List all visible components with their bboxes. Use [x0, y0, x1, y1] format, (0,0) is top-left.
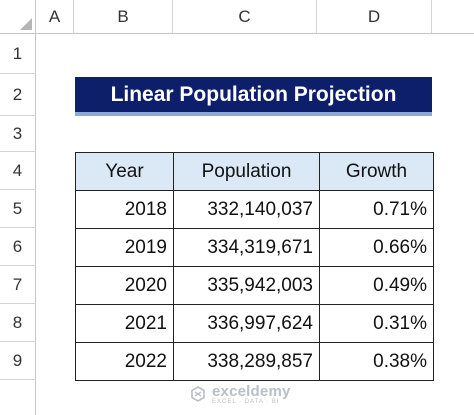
population-cell[interactable]: 332,140,037: [173, 190, 320, 229]
row-header-9[interactable]: 9: [0, 342, 36, 380]
population-cell[interactable]: 335,942,003: [173, 266, 320, 305]
row-header-8[interactable]: 8: [0, 304, 36, 342]
row-header-1[interactable]: 1: [0, 34, 36, 74]
table-header-row: Year Population Growth: [75, 152, 434, 191]
exceldemy-watermark: exceldemy EXCEL · DATA · BI: [190, 383, 291, 405]
column-header-b[interactable]: B: [74, 0, 173, 34]
row-header-10[interactable]: [0, 380, 36, 415]
select-all-triangle-icon: [20, 18, 32, 30]
year-cell[interactable]: 2018: [75, 190, 174, 229]
year-cell[interactable]: 2021: [75, 304, 174, 343]
column-header-a[interactable]: A: [36, 0, 74, 34]
population-table: Year Population Growth 2018 332,140,037 …: [75, 152, 434, 381]
year-cell[interactable]: 2020: [75, 266, 174, 305]
select-all-corner[interactable]: [0, 0, 36, 34]
column-header-d[interactable]: D: [317, 0, 432, 34]
growth-cell[interactable]: 0.49%: [319, 266, 434, 305]
year-cell[interactable]: 2022: [75, 342, 174, 381]
growth-cell[interactable]: 0.31%: [319, 304, 434, 343]
watermark-name: exceldemy: [212, 383, 291, 400]
row-header-5[interactable]: 5: [0, 190, 36, 228]
row-header-6[interactable]: 6: [0, 228, 36, 266]
population-cell[interactable]: 334,319,671: [173, 228, 320, 267]
row-header-7[interactable]: 7: [0, 266, 36, 304]
table-row: 2022 338,289,857 0.38%: [75, 342, 434, 381]
row-header-2[interactable]: 2: [0, 74, 36, 116]
header-growth-cell[interactable]: Growth: [319, 152, 434, 191]
watermark-tagline: EXCEL · DATA · BI: [212, 399, 280, 405]
row-header-3[interactable]: 3: [0, 116, 36, 152]
population-cell[interactable]: 336,997,624: [173, 304, 320, 343]
sheet-title-cell[interactable]: Linear Population Projection: [75, 77, 432, 116]
table-row: 2019 334,319,671 0.66%: [75, 228, 434, 267]
growth-cell[interactable]: 0.66%: [319, 228, 434, 267]
column-header-c[interactable]: C: [173, 0, 317, 34]
growth-cell[interactable]: 0.71%: [319, 190, 434, 229]
table-row: 2021 336,997,624 0.31%: [75, 304, 434, 343]
table-row: 2018 332,140,037 0.71%: [75, 190, 434, 229]
growth-cell[interactable]: 0.38%: [319, 342, 434, 381]
column-header-e[interactable]: [432, 0, 474, 34]
year-cell[interactable]: 2019: [75, 228, 174, 267]
header-year-cell[interactable]: Year: [75, 152, 174, 191]
header-population-cell[interactable]: Population: [173, 152, 320, 191]
population-cell[interactable]: 338,289,857: [173, 342, 320, 381]
row-header-4[interactable]: 4: [0, 152, 36, 190]
table-row: 2020 335,942,003 0.49%: [75, 266, 434, 305]
exceldemy-logo-icon: [191, 386, 205, 402]
